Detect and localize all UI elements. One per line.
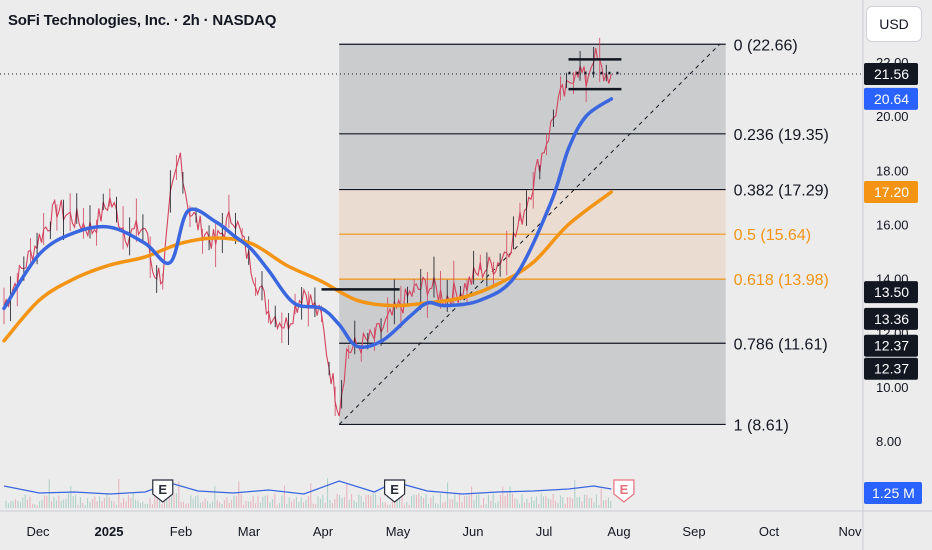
fib-trend-line[interactable] (338, 43, 721, 425)
price-tag (864, 357, 918, 380)
volume-pane (3, 478, 612, 508)
price-tag-label: 20.64 (874, 91, 909, 107)
time-axis-tick-label: 2025 (95, 524, 124, 539)
fast-moving-average-line (2, 97, 614, 349)
earnings-marker[interactable] (384, 479, 406, 503)
price-tag-label: 12.37 (874, 338, 909, 354)
price-tag-label: 12.37 (874, 361, 909, 377)
earnings-marker[interactable] (613, 479, 635, 503)
fib-level-label: 0.786 (11.61) (734, 336, 828, 353)
price-tag (864, 307, 918, 330)
volume-tag-label: 1.25 M (872, 485, 915, 501)
time-axis-tick-label: Dec (26, 524, 50, 539)
fib-level-label: 0 (22.66) (734, 37, 798, 54)
time-axis[interactable]: Dec 2025 Feb Mar Apr May Jun Jul Aug Sep Oct Nov (26, 524, 862, 539)
fib-zone (339, 133, 726, 190)
time-axis-tick-label: Aug (607, 524, 630, 539)
fib-level-label: 0.382 (17.29) (734, 183, 829, 200)
drawings[interactable] (0, 58, 863, 291)
price-tag (864, 87, 918, 110)
time-axis-tick-label: Apr (313, 524, 334, 539)
price-axis-tick-label: 10.00 (876, 380, 909, 395)
fib-zone (339, 343, 726, 425)
price-tag-label: 21.56 (874, 66, 909, 82)
price-tag (864, 281, 918, 304)
earnings-marker-label: E (620, 482, 629, 497)
time-axis-tick-label: Feb (170, 524, 192, 539)
fib-level-label: 0.5 (15.64) (734, 227, 811, 244)
time-axis-tick-label: Mar (238, 524, 261, 539)
fib-zones (339, 44, 726, 425)
time-axis-tick-label: Nov (838, 524, 862, 539)
price-axis-tick-label: 8.00 (876, 434, 901, 449)
price-axis-tick-label: 16.00 (876, 217, 909, 232)
earnings-marker-label: E (390, 482, 399, 497)
volume-moving-average-line (3, 480, 612, 495)
price-series (3, 37, 612, 417)
time-axis-tick-label: Jul (536, 524, 553, 539)
currency-button[interactable]: USD (866, 6, 922, 42)
price-tags: 21.56 20.64 17.20 13.50 13.36 12.37 12.37 1.25 … (864, 63, 922, 504)
price-tag (864, 181, 918, 203)
time-axis-tick-label: Jun (463, 524, 484, 539)
volume-tag (864, 482, 922, 504)
price-tag (864, 63, 918, 86)
time-axis-tick-label: Oct (759, 524, 780, 539)
moving-averages (2, 97, 614, 349)
earnings-marker-label: E (158, 482, 167, 497)
price-tag-label: 17.20 (874, 184, 909, 200)
fib-zone (339, 189, 726, 235)
symbol-title: SoFi Technologies, Inc. · 2h · NASDAQ (8, 12, 277, 29)
price-tag (864, 334, 918, 357)
fib-level-label: 1 (8.61) (734, 417, 789, 434)
fib-level-label: 0.618 (13.98) (734, 272, 829, 289)
price-line (3, 48, 612, 417)
price-tag-label: 13.50 (874, 284, 909, 300)
earnings-marker[interactable] (152, 479, 174, 503)
slow-moving-average-line (2, 190, 614, 343)
price-axis-tick-label: 20.00 (876, 109, 909, 124)
fib-zone (339, 44, 726, 134)
time-axis-tick-label: Sep (682, 524, 705, 539)
price-axis-tick-label: 18.00 (876, 163, 909, 178)
time-axis-tick-label: May (386, 524, 411, 539)
fib-level-label: 0.236 (19.35) (734, 127, 829, 144)
price-tag-label: 13.36 (874, 311, 909, 327)
fib-levels[interactable]: 0 (22.66) 0.236 (19.35) 0.382 (17.29) 0.5 (… (338, 37, 829, 434)
